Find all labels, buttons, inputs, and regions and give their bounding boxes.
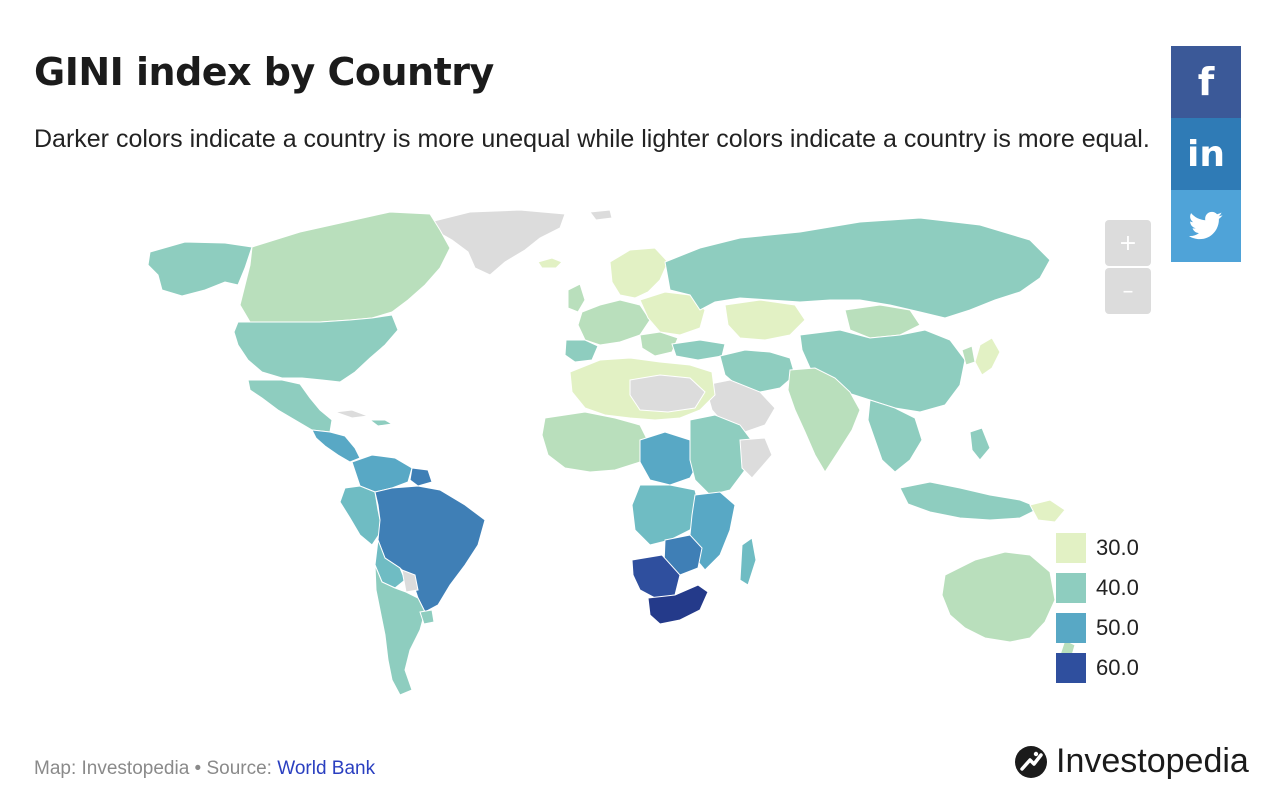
country-southeast-asia[interactable] xyxy=(867,399,923,473)
share-bar: f in xyxy=(1171,46,1241,262)
country-india[interactable] xyxy=(787,367,861,473)
legend-label: 30.0 xyxy=(1096,535,1139,560)
legend-swatch xyxy=(1056,613,1086,643)
country-papua-new-guinea[interactable] xyxy=(1029,499,1066,523)
legend-swatch xyxy=(1056,573,1086,603)
country-greenland[interactable] xyxy=(429,209,566,276)
country-east-africa[interactable] xyxy=(689,414,756,496)
legend-swatch xyxy=(1056,533,1086,563)
country-central-america[interactable] xyxy=(311,429,361,463)
country-scandinavia[interactable] xyxy=(609,247,669,299)
country-svalbard[interactable] xyxy=(589,209,613,221)
country-canada[interactable] xyxy=(239,211,451,323)
map-credit: Map: Investopedia • Source: World Bank xyxy=(34,758,375,780)
map-subtitle: Darker colors indicate a country is more… xyxy=(34,125,1150,153)
twitter-icon xyxy=(1189,211,1223,240)
country-philippines[interactable] xyxy=(969,427,991,461)
country-kazakhstan[interactable] xyxy=(724,299,806,341)
country-ecuador-peru[interactable] xyxy=(339,485,383,546)
country-chile-argentina[interactable] xyxy=(374,564,426,696)
map-legend: 30.0 40.0 50.0 60.0 xyxy=(1056,528,1139,688)
legend-swatch xyxy=(1056,653,1086,683)
country-eastern-europe[interactable] xyxy=(639,291,706,336)
investopedia-logo-icon xyxy=(1015,745,1047,778)
facebook-share-button[interactable]: f xyxy=(1171,46,1241,118)
country-united-states[interactable] xyxy=(233,314,399,383)
source-link[interactable]: World Bank xyxy=(277,758,376,779)
twitter-share-button[interactable] xyxy=(1171,190,1241,262)
country-uk-ireland[interactable] xyxy=(567,283,586,313)
brand-logo[interactable]: Investopedia xyxy=(1014,742,1249,781)
country-libya-egypt-gap[interactable] xyxy=(629,374,706,413)
country-mongolia[interactable] xyxy=(844,304,921,339)
legend-label: 60.0 xyxy=(1096,655,1139,680)
country-indonesia[interactable] xyxy=(899,481,1042,521)
country-turkey[interactable] xyxy=(671,339,726,361)
brand-name: Investopedia xyxy=(1056,742,1249,780)
country-congo-angola[interactable] xyxy=(631,484,701,546)
country-caribbean[interactable] xyxy=(368,419,394,427)
credit-prefix: Map: Investopedia • Source: xyxy=(34,758,278,779)
linkedin-share-button[interactable]: in xyxy=(1171,118,1241,190)
country-western-europe[interactable] xyxy=(577,299,651,346)
world-map xyxy=(147,209,1076,696)
country-madagascar[interactable] xyxy=(739,537,757,586)
country-iceland[interactable] xyxy=(537,257,563,269)
country-uruguay[interactable] xyxy=(419,609,435,625)
linkedin-icon: in xyxy=(1187,133,1225,175)
legend-item: 60.0 xyxy=(1056,648,1139,688)
country-cuba[interactable] xyxy=(334,409,369,419)
country-paraguay[interactable] xyxy=(401,569,419,593)
facebook-icon: f xyxy=(1197,60,1215,104)
zoom-out-button[interactable]: – xyxy=(1105,268,1151,314)
country-central-africa[interactable] xyxy=(639,431,701,486)
country-guyana-suriname[interactable] xyxy=(409,467,433,487)
page-title: GINI index by Country xyxy=(34,50,494,94)
country-mexico[interactable] xyxy=(247,379,333,433)
legend-item: 30.0 xyxy=(1056,528,1139,568)
legend-label: 40.0 xyxy=(1096,575,1139,600)
country-horn-of-africa[interactable] xyxy=(739,437,773,479)
country-south-africa[interactable] xyxy=(647,584,709,625)
country-russia[interactable] xyxy=(664,217,1051,319)
legend-label: 50.0 xyxy=(1096,615,1139,640)
legend-item: 40.0 xyxy=(1056,568,1139,608)
country-australia[interactable] xyxy=(941,551,1056,643)
legend-item: 50.0 xyxy=(1056,608,1139,648)
country-japan[interactable] xyxy=(974,337,1001,376)
country-balkans[interactable] xyxy=(639,331,679,357)
zoom-in-button[interactable]: + xyxy=(1105,220,1151,266)
country-alaska[interactable] xyxy=(147,241,253,297)
country-iberia[interactable] xyxy=(564,339,599,363)
country-korea[interactable] xyxy=(961,345,976,366)
country-west-africa[interactable] xyxy=(541,411,651,473)
